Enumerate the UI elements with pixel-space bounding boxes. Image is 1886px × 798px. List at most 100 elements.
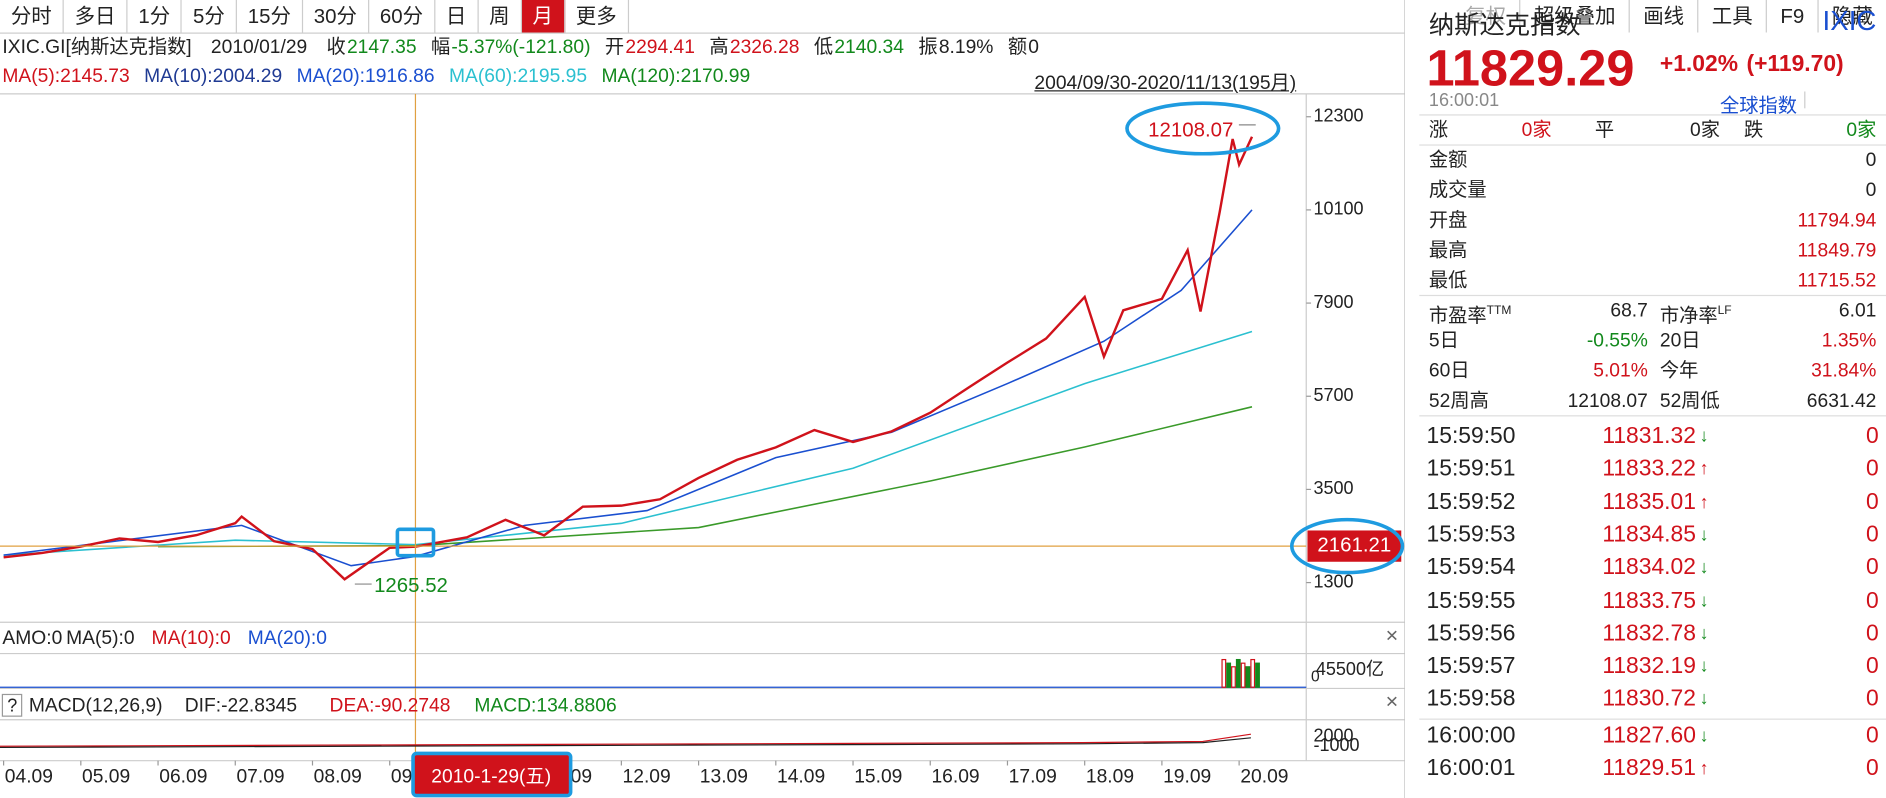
- tick-arrow: ↓: [1699, 656, 1709, 677]
- y-tick-label: 10100: [1313, 199, 1363, 219]
- tick-volume: 0: [1866, 755, 1879, 782]
- high-label: 12108.07: [1148, 118, 1233, 141]
- stat-label: 最高: [1428, 240, 1468, 262]
- separator: [1419, 718, 1886, 720]
- x-tick-label: 12.09: [623, 767, 671, 788]
- tick-volume: 0: [1866, 587, 1879, 614]
- quote-item: 额: [1007, 37, 1028, 58]
- amo-label: MA(20):0: [248, 628, 327, 649]
- tick-price: 11834.85: [1602, 522, 1696, 548]
- period-tab[interactable]: 5分: [182, 0, 237, 33]
- quote-item: 幅: [430, 37, 451, 58]
- tick-arrow: ↓: [1699, 725, 1709, 746]
- y-tick-label: 3500: [1313, 478, 1353, 498]
- volume-bar: [1240, 662, 1246, 688]
- crosshair-date: 2010-1-29(五): [431, 767, 551, 788]
- amo-label: MA(10):0: [152, 628, 231, 649]
- period-tab[interactable]: 1分: [127, 0, 183, 33]
- quote-item: 高: [709, 37, 729, 58]
- tick-row: 16:00:01 11829.51 ↑ 0: [1427, 753, 1879, 783]
- stat-row: 最低 11715.52: [1429, 266, 1876, 296]
- tool-button[interactable]: 隐藏: [1817, 0, 1886, 33]
- period-tab[interactable]: 15分: [237, 0, 303, 33]
- period-tab[interactable]: 60分: [369, 0, 436, 33]
- period-tab[interactable]: 日: [435, 0, 479, 33]
- tick-price: 11827.60: [1602, 722, 1696, 749]
- tool-button[interactable]: 画线: [1628, 0, 1698, 33]
- tick-row: 15:59:55 11833.75 ↓ 0: [1427, 586, 1879, 616]
- tick-volume: 0: [1866, 722, 1879, 749]
- volume-bar: [1245, 666, 1251, 688]
- index-code: IXIC: [1822, 4, 1877, 37]
- breadth-item: 平: [1594, 120, 1615, 141]
- tool-button[interactable]: 工具: [1697, 0, 1766, 33]
- tick-time: 15:59:58: [1426, 686, 1516, 712]
- ratio-label: 60日: [1428, 361, 1470, 382]
- tool-button[interactable]: F9: [1765, 0, 1818, 33]
- period-tab[interactable]: 分时: [0, 0, 64, 33]
- ratio-row: 52周高 12108.07 52周低 6631.42: [1429, 386, 1876, 416]
- tick-volume: 0: [1866, 686, 1879, 712]
- tick-time: 15:59:51: [1426, 456, 1516, 482]
- x-tick-label: 06.09: [159, 767, 207, 788]
- volume-bar: [1226, 662, 1232, 688]
- amo-label: AMO:0: [2, 628, 62, 649]
- tick-arrow: ↓: [1699, 426, 1709, 447]
- quote-item: 低: [813, 37, 834, 58]
- price-line: [3, 330, 1253, 556]
- stat-value: 0: [1865, 150, 1877, 171]
- ratio-value: -0.55%: [1586, 330, 1648, 352]
- help-box: [1, 693, 23, 717]
- ma-legend-item: MA(20):1916.86: [296, 66, 435, 87]
- stat-label: 最低: [1428, 270, 1468, 292]
- tick-time: 15:59:52: [1426, 489, 1516, 515]
- tick-time: 16:00:00: [1426, 722, 1516, 749]
- period-tab[interactable]: 30分: [303, 0, 369, 33]
- tick-price: 11834.02: [1602, 555, 1696, 581]
- separator: [1419, 294, 1886, 297]
- close-icon: ×: [1386, 689, 1399, 714]
- tick-row: 15:59:54 11834.02 ↓ 0: [1426, 553, 1879, 583]
- x-tick-label: 16.09: [931, 767, 979, 788]
- period-tab[interactable]: 多日: [64, 0, 128, 33]
- quote-item: 2147.35: [346, 37, 417, 58]
- price-line: [158, 406, 1253, 548]
- y-tick-label: 5700: [1313, 385, 1353, 405]
- x-tick-label: 20.09: [1240, 767, 1288, 788]
- date-range[interactable]: 2004/09/30-2020/11/13(195月): [1034, 73, 1297, 94]
- y-tick-label: 7900: [1313, 292, 1353, 312]
- period-tab[interactable]: 周: [478, 0, 522, 33]
- tool-button[interactable]: 复权: [1465, 4, 1507, 28]
- toolbar: 分时 多日 1分 5分 15分 30分 60分日周月更多: [0, 0, 1405, 34]
- last-price: 11829.29: [1426, 39, 1635, 97]
- tick-row: 15:59:57 11832.19 ↓ 0: [1427, 651, 1879, 681]
- tick-volume: 0: [1866, 456, 1879, 482]
- stat-value: 11715.52: [1797, 270, 1877, 292]
- volume-bar: [1221, 658, 1227, 688]
- volume-bar: [1255, 662, 1260, 688]
- tick-volume: 0: [1866, 423, 1879, 449]
- ratio-label: 20日: [1659, 330, 1701, 352]
- ratio-label: 今年: [1659, 361, 1699, 382]
- tick-volume: 0: [1866, 620, 1879, 647]
- tick-time: 15:59:50: [1426, 423, 1516, 449]
- tick-row: 15:59:50 11831.32 ↓ 0: [1426, 421, 1879, 451]
- low-label: 1265.52: [374, 574, 448, 597]
- quote-item: 2326.28: [729, 37, 800, 58]
- tick-time: 15:59:54: [1426, 555, 1516, 581]
- period-tab[interactable]: 更多: [565, 0, 629, 33]
- period-tab[interactable]: 月: [521, 0, 565, 33]
- close-icon: ×: [1386, 622, 1399, 647]
- separator: [1419, 415, 1886, 417]
- icon-box: [1804, 91, 1877, 109]
- ratio-label: 52周高: [1428, 391, 1489, 412]
- price-label-bg: [1307, 530, 1402, 562]
- tick-row: 15:59:53 11834.85 ↓ 0: [1427, 520, 1879, 550]
- tick-price: 11829.51: [1602, 755, 1696, 782]
- tick-price: 11832.78: [1602, 620, 1696, 647]
- tick-row: 15:59:56 11832.78 ↓ 0: [1427, 618, 1879, 648]
- breadth-item: 跌: [1744, 120, 1764, 141]
- global-index-link[interactable]: 全球指数: [1720, 96, 1798, 117]
- tool-button[interactable]: 超级叠加: [1519, 0, 1628, 33]
- stat-row: 开盘 11794.94: [1429, 206, 1876, 236]
